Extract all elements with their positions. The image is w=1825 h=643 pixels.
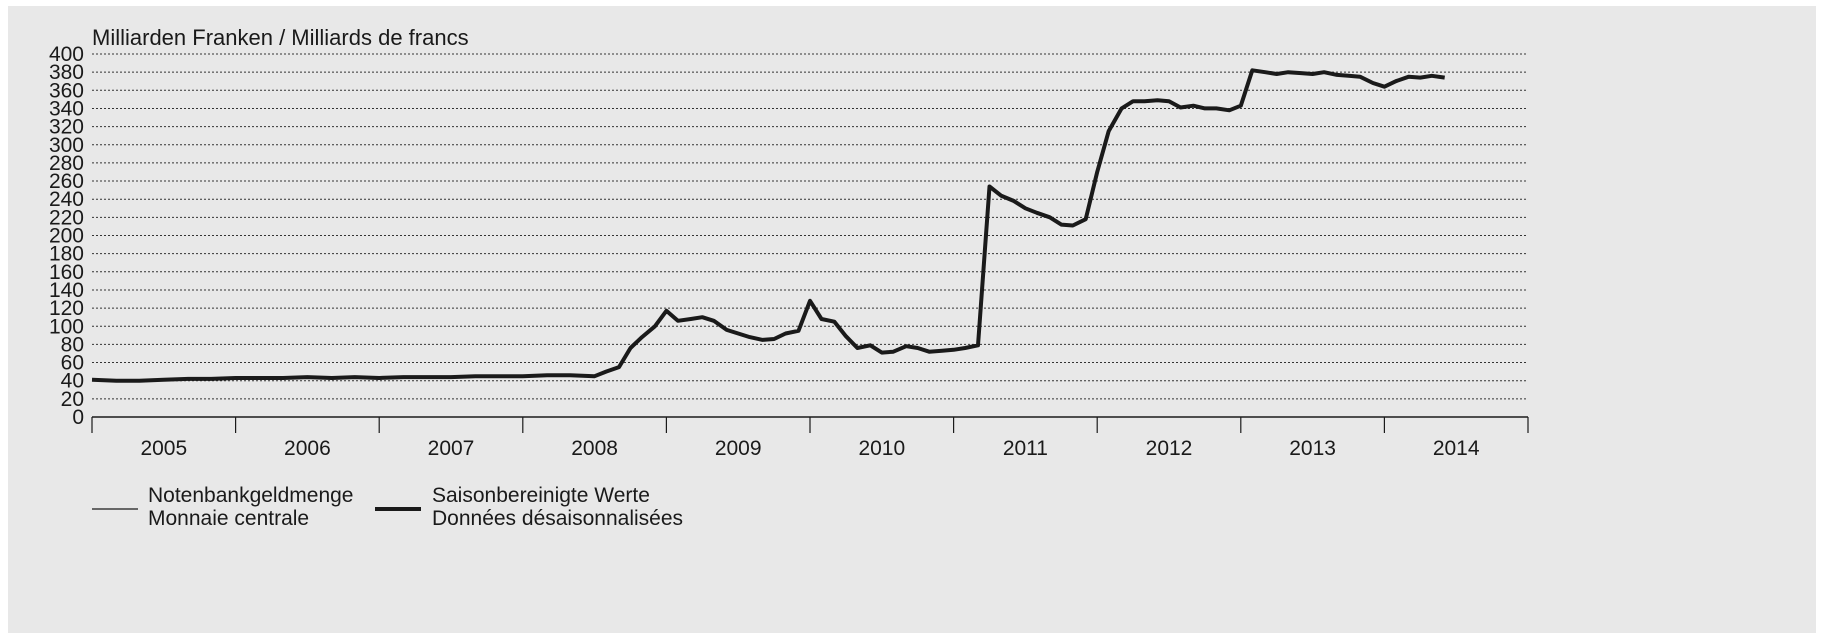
y-axis-unit-label: Milliarden Franken / Milliards de francs: [92, 25, 469, 50]
legend-label-thin-line2: Monnaie centrale: [148, 507, 309, 530]
x-tick-label-2005: 2005: [140, 437, 187, 460]
y-tick-label-320: 320: [49, 116, 84, 139]
y-tick-label-220: 220: [49, 206, 84, 229]
y-tick-label-400: 400: [49, 43, 84, 66]
y-tick-label-380: 380: [49, 61, 84, 84]
chart-background: [8, 6, 1816, 633]
y-tick-label-280: 280: [49, 152, 84, 175]
legend-label-thick-line2: Données désaisonnalisées: [432, 507, 683, 530]
y-tick-label-80: 80: [61, 333, 84, 356]
y-tick-label-160: 160: [49, 261, 84, 284]
legend: Notenbankgeldmenge Monnaie centrale Sais…: [92, 484, 683, 530]
y-tick-label-40: 40: [61, 370, 84, 393]
y-tick-label-200: 200: [49, 225, 84, 248]
series-group: [91, 68, 1445, 383]
x-tick-label-2009: 2009: [715, 437, 762, 460]
y-tick-label-120: 120: [49, 297, 84, 320]
x-tick-label-2013: 2013: [1289, 437, 1336, 460]
y-tick-label-340: 340: [49, 97, 84, 120]
x-tick-label-2011: 2011: [1003, 437, 1048, 460]
y-tick-label-60: 60: [61, 352, 84, 375]
y-tick-label-20: 20: [61, 388, 84, 411]
series-line-thick: [91, 68, 1445, 383]
x-tick-label-2006: 2006: [284, 437, 331, 460]
x-tick-label-2010: 2010: [858, 437, 905, 460]
y-tick-label-240: 240: [49, 188, 84, 211]
x-tick-label-2008: 2008: [571, 437, 618, 460]
y-tick-label-180: 180: [49, 243, 84, 266]
gridlines: [92, 53, 1528, 400]
legend-label-thick-line1: Saisonbereinigte Werte: [432, 484, 650, 507]
x-tick-label-2012: 2012: [1146, 437, 1193, 460]
x-tick-label-2014: 2014: [1433, 437, 1480, 460]
x-tick-label-2007: 2007: [428, 437, 475, 460]
legend-label-thin-line1: Notenbankgeldmenge: [148, 484, 354, 507]
y-tick-label-100: 100: [49, 315, 84, 338]
y-axis-ticks: 0204060801001201401601802002202402602803…: [49, 43, 84, 429]
y-tick-label-260: 260: [49, 170, 84, 193]
y-tick-label-140: 140: [49, 279, 84, 302]
x-axis: 2005 2006 2007 2008 2009 2010 2011 2012 2013 2014: [91, 416, 1529, 460]
y-tick-label-300: 300: [49, 134, 84, 157]
y-tick-label-0: 0: [72, 406, 84, 429]
y-tick-label-360: 360: [49, 79, 84, 102]
